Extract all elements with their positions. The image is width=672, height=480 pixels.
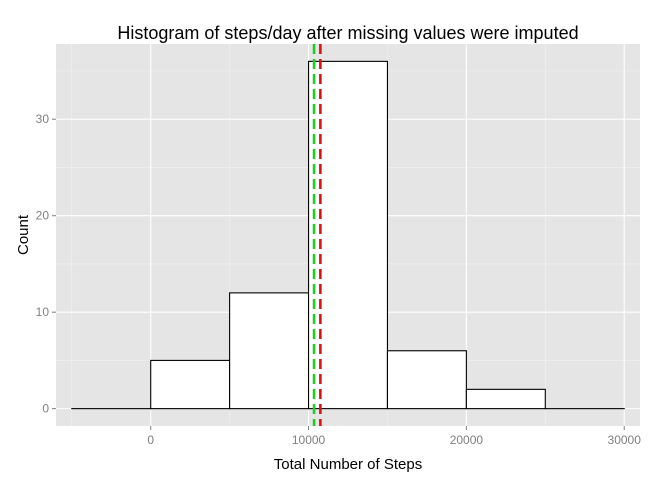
histogram-bar — [150, 359, 231, 410]
histogram-bar — [386, 350, 467, 410]
x-tick-label: 0 — [147, 433, 154, 447]
y-axis-ticks: 0 10 20 30 — [36, 112, 56, 416]
x-tick-label: 30000 — [608, 433, 642, 447]
x-axis-ticks: 0 10000 20000 30000 — [147, 426, 641, 447]
histogram-bar — [307, 60, 389, 410]
y-tick-label: 0 — [42, 402, 49, 416]
chart-title: Histogram of steps/day after missing val… — [117, 23, 578, 43]
histogram-bar — [229, 292, 310, 410]
y-tick-label: 30 — [36, 112, 50, 126]
x-axis-title: Total Number of Steps — [274, 456, 422, 473]
reference-lines — [312, 44, 322, 426]
x-tick-label: 10000 — [292, 433, 326, 447]
y-axis-title: Count — [15, 214, 32, 255]
histogram-bar — [465, 388, 546, 410]
y-tick-label: 10 — [36, 305, 50, 319]
y-tick-label: 20 — [36, 209, 50, 223]
x-tick-label: 20000 — [450, 433, 484, 447]
histogram-bars — [71, 60, 625, 410]
